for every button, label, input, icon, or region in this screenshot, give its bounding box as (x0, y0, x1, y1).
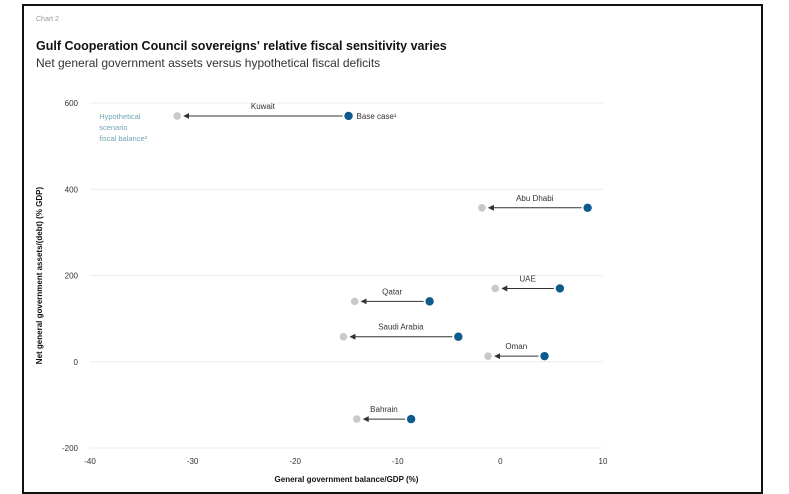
legend-hypothetical-line-2: scenario (99, 123, 127, 132)
point-label-bahrain: Bahrain (370, 405, 398, 414)
y-axis-label: Net general government assets/(debt) (% … (35, 186, 44, 364)
y-tick-label: -200 (62, 444, 79, 453)
x-tick-label: -40 (84, 457, 96, 466)
y-tick-label: 400 (65, 185, 79, 194)
chart-frame: Chart 2 Gulf Cooperation Council soverei… (22, 4, 763, 494)
point-label-saudi-arabia: Saudi Arabia (378, 323, 424, 332)
y-tick-label: 200 (65, 272, 79, 281)
base-point-uae (555, 284, 565, 293)
data-points: Kuwait Abu Dhabi UAE Qatar Saudi Arabia Oman B… (173, 102, 592, 424)
axis-labels: General government balance/GDP (%) Net g… (35, 186, 419, 484)
point-label-qatar: Qatar (382, 287, 402, 296)
x-tick-label: -30 (187, 457, 199, 466)
y-tick-label: 600 (65, 99, 79, 108)
hypothetical-point-qatar (350, 297, 359, 306)
chart-subtitle: Net general government assets versus hyp… (36, 56, 381, 70)
legend: Base case¹ Hypothetical scenario fiscal … (99, 112, 397, 143)
hypothetical-point-oman (484, 352, 492, 360)
hypothetical-point-kuwait (173, 112, 182, 120)
base-point-saudi-arabia (454, 332, 463, 341)
legend-hypothetical-line-1: Hypothetical (99, 112, 141, 121)
base-point-kuwait (344, 111, 353, 121)
grid-lines (90, 102, 603, 449)
hypothetical-point-bahrain (352, 415, 361, 423)
legend-hypothetical-line-3: fiscal balance² (99, 134, 147, 143)
y-tick-label: 0 (74, 358, 79, 367)
hypothetical-point-saudi-arabia (339, 332, 348, 341)
point-label-kuwait: Kuwait (251, 102, 276, 111)
point-label-oman: Oman (505, 342, 527, 351)
x-tick-label: 10 (599, 457, 608, 466)
base-point-oman (540, 351, 549, 361)
hypothetical-point-uae (491, 284, 500, 293)
base-point-abu-dhabi (583, 203, 592, 212)
hypothetical-point-abu-dhabi (478, 203, 486, 212)
x-tick-label: -10 (392, 457, 404, 466)
chart-number-label: Chart 2 (36, 16, 59, 23)
base-point-qatar (425, 297, 434, 306)
point-label-uae: UAE (519, 274, 535, 283)
legend-base-case: Base case¹ (357, 112, 397, 121)
x-tick-label: -20 (289, 457, 301, 466)
point-label-abu-dhabi: Abu Dhabi (516, 194, 554, 203)
x-tick-label: 0 (498, 457, 503, 466)
x-axis-label: General government balance/GDP (%) (275, 475, 419, 484)
base-point-bahrain (406, 414, 416, 424)
tick-labels: 600 400 200 0 -200 -40 -30 -20 -10 0 10 (62, 99, 608, 466)
chart-title: Gulf Cooperation Council sovereigns' rel… (36, 39, 447, 53)
